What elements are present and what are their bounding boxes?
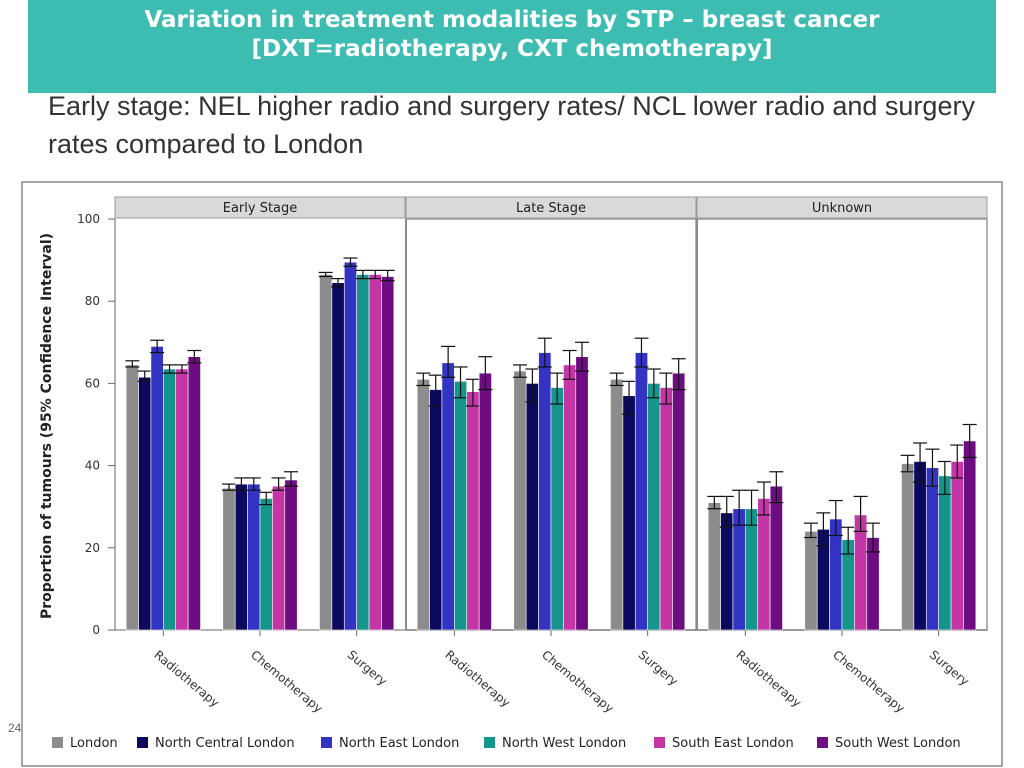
y-tick-label: 100: [77, 212, 100, 226]
bar: [938, 475, 952, 631]
bar: [368, 274, 382, 631]
legend-label: North Central London: [155, 736, 295, 751]
legend-label: North West London: [502, 736, 626, 751]
title-banner: Variation in treatment modalities by STP…: [28, 0, 996, 93]
bar: [163, 368, 177, 631]
bar: [769, 485, 783, 631]
bar: [925, 467, 939, 631]
bar: [331, 282, 345, 631]
y-tick-label: 0: [92, 623, 100, 637]
y-tick-label: 40: [85, 459, 100, 473]
bar: [150, 346, 164, 631]
legend-label: South West London: [835, 736, 961, 751]
bar: [513, 370, 527, 631]
bar: [854, 514, 868, 631]
bar: [454, 381, 468, 631]
legend-label: North East London: [339, 736, 459, 751]
bar: [538, 352, 552, 631]
bar: [732, 508, 746, 631]
slide-subtitle: Early stage: NEL higher radio and surger…: [48, 91, 975, 159]
bar: [187, 356, 201, 631]
bar: [343, 261, 357, 631]
bar: [901, 463, 915, 631]
bar: [416, 378, 430, 631]
legend-swatch: [52, 737, 63, 748]
bar: [963, 440, 977, 631]
legend-swatch: [817, 737, 828, 748]
bar: [659, 387, 673, 631]
bar: [647, 383, 661, 631]
bar: [247, 483, 261, 631]
bar: [634, 352, 648, 631]
bar: [284, 479, 298, 631]
bar: [707, 502, 721, 631]
slide-number: 24: [8, 721, 22, 735]
bar: [550, 387, 564, 631]
legend-label: South East London: [672, 736, 794, 751]
bar: [466, 391, 480, 631]
bar: [429, 389, 443, 631]
bar: [478, 372, 492, 631]
y-axis-label: Proportion of tumours (95% Confidence In…: [39, 233, 55, 619]
bar: [563, 364, 577, 631]
bar: [804, 531, 818, 631]
bar: [175, 368, 189, 631]
panel-title: Late Stage: [516, 201, 586, 216]
y-tick-label: 80: [85, 294, 100, 308]
bar: [441, 362, 455, 631]
bar: [125, 364, 139, 631]
panel-title: Unknown: [812, 201, 872, 216]
legend-swatch: [321, 737, 332, 748]
bar: [222, 487, 236, 631]
panel-strip: [696, 196, 988, 219]
bar: [234, 483, 248, 631]
bar: [720, 512, 734, 631]
bar: [138, 376, 152, 631]
bar: [272, 485, 286, 631]
bar: [672, 372, 686, 631]
bar: [356, 274, 370, 631]
y-tick-label: 60: [85, 376, 100, 390]
bar: [381, 276, 395, 631]
bar: [525, 383, 539, 631]
bar: [575, 356, 589, 631]
title-line-2: [DXT=radiotherapy, CXT chemotherapy]: [251, 36, 773, 62]
bar: [913, 461, 927, 631]
bar: [950, 461, 964, 631]
title-line-1: Variation in treatment modalities by STP…: [144, 7, 880, 33]
legend-swatch: [137, 737, 148, 748]
bar: [610, 378, 624, 631]
bar: [319, 274, 333, 631]
legend-label: London: [70, 736, 118, 751]
legend-swatch: [654, 737, 665, 748]
y-tick-label: 20: [85, 541, 100, 555]
panel-title: Early Stage: [223, 201, 298, 216]
bar: [259, 498, 273, 631]
bar: [757, 498, 771, 631]
bar: [745, 508, 759, 631]
legend-swatch: [484, 737, 495, 748]
panel-strip: [405, 196, 697, 219]
panel-strip: [114, 196, 406, 219]
bar: [622, 395, 636, 631]
